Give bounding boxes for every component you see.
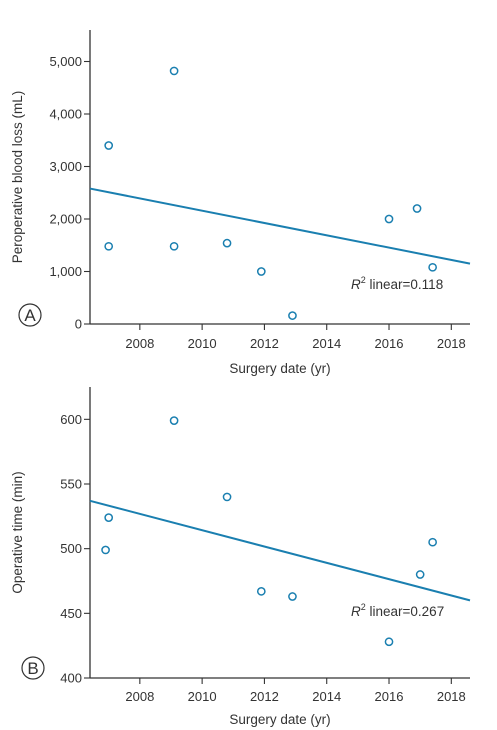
data-point <box>412 204 422 213</box>
y-tick-label: 2,000 <box>49 212 82 227</box>
x-tick-label: 2014 <box>312 336 341 351</box>
y-tick-label: 450 <box>60 606 82 621</box>
r-squared-value: linear=0.118 <box>366 277 443 292</box>
data-point <box>428 537 437 547</box>
data-point <box>104 141 114 150</box>
y-tick-label: 5,000 <box>49 54 82 69</box>
x-tick-label: 2008 <box>125 689 154 704</box>
data-point <box>222 492 232 502</box>
data-point <box>288 311 297 320</box>
panel-badge-circle <box>21 656 45 680</box>
panel-label: A <box>24 306 36 325</box>
x-axis-title: Surgery date (yr) <box>229 361 330 376</box>
r-squared-annotation: R2 linear=0.267 <box>351 602 444 619</box>
x-tick-label: 2016 <box>375 689 404 704</box>
r-superscript: 2 <box>361 602 366 612</box>
y-axis-title: Operative time (min) <box>10 471 25 593</box>
y-tick-label: 1,000 <box>49 264 82 279</box>
y-tick-label: 0 <box>75 317 82 332</box>
x-tick-label: 2010 <box>188 689 217 704</box>
data-point <box>101 545 110 555</box>
r-squared-annotation: R2 linear=0.118 <box>351 275 443 292</box>
data-point <box>256 267 266 276</box>
data-point <box>222 238 232 248</box>
x-tick-label: 2008 <box>125 336 154 351</box>
y-axis-title: Peroperative blood loss (mL) <box>10 91 25 264</box>
panel-b-chart: 400 450 500 550 600 2008 2010 2012 2014 2016 2018 S… <box>10 387 471 727</box>
y-tick-label: 400 <box>60 671 82 686</box>
r-squared-value: linear=0.267 <box>366 604 444 619</box>
data-point <box>384 637 394 647</box>
x-tick-label: 2018 <box>437 689 466 704</box>
panel-a-chart: 0 1,000 2,000 3,000 4,000 5,000 2008 2010 2012 20… <box>10 30 471 376</box>
x-tick-label: 2014 <box>312 689 341 704</box>
data-point <box>288 592 297 601</box>
y-tick-label: 3,000 <box>49 159 82 174</box>
data-point <box>415 570 425 579</box>
x-tick-label: 2018 <box>437 336 466 351</box>
y-tick-label: 4,000 <box>49 107 82 122</box>
data-point <box>169 416 179 425</box>
linear-trend-line <box>89 187 471 265</box>
data-point <box>169 241 179 251</box>
panel-label: B <box>27 659 38 678</box>
r-symbol: R <box>351 604 361 619</box>
data-point <box>104 513 114 522</box>
linear-trend-line <box>89 499 471 602</box>
panel-badge-circle <box>18 303 42 327</box>
r-symbol: R <box>351 277 361 292</box>
y-tick-label: 550 <box>60 477 82 492</box>
data-point <box>104 241 114 251</box>
x-tick-label: 2016 <box>375 336 404 351</box>
data-point <box>169 66 179 76</box>
x-axis-title: Surgery date (yr) <box>229 712 330 727</box>
r-superscript: 2 <box>361 275 366 285</box>
x-tick-label: 2012 <box>250 336 279 351</box>
x-tick-label: 2010 <box>188 336 217 351</box>
data-point <box>428 262 437 272</box>
x-tick-label: 2012 <box>250 689 279 704</box>
y-tick-label: 500 <box>60 541 82 556</box>
data-point <box>384 214 394 224</box>
y-tick-label: 600 <box>60 412 82 427</box>
data-point <box>256 586 266 596</box>
